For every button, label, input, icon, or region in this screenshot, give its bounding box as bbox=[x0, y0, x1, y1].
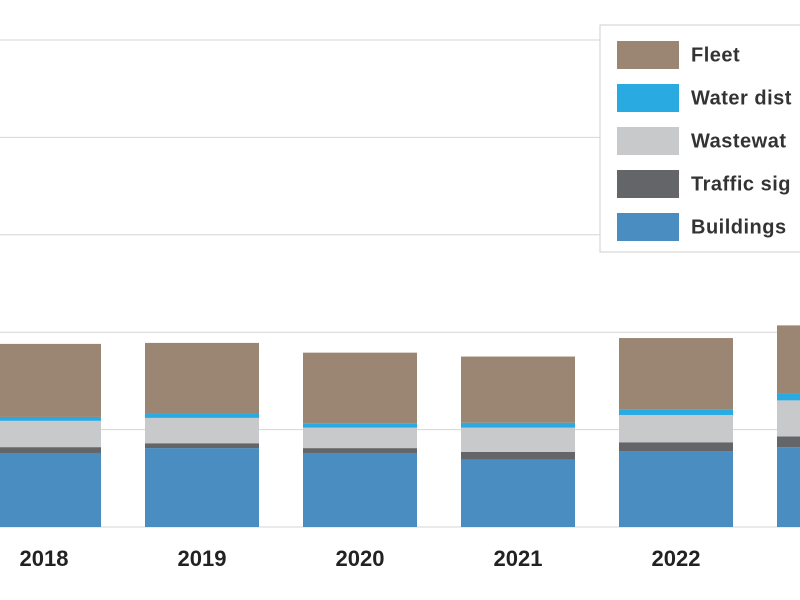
bar-segment bbox=[303, 423, 417, 428]
bar-segment bbox=[145, 342, 259, 414]
legend-swatch bbox=[617, 170, 679, 198]
legend-label: Water dist bbox=[691, 87, 792, 109]
bar-segment bbox=[303, 352, 417, 424]
bar-segment bbox=[777, 393, 800, 401]
bar-segment bbox=[145, 448, 259, 527]
bar-segment bbox=[619, 442, 733, 452]
bar-segment bbox=[461, 452, 575, 460]
bar-segment bbox=[461, 422, 575, 428]
bar-segment bbox=[777, 436, 800, 448]
bar-segment bbox=[461, 356, 575, 423]
bar-segment bbox=[619, 451, 733, 527]
bar-segment bbox=[777, 325, 800, 394]
bar-segment bbox=[145, 443, 259, 449]
bar-segment bbox=[461, 427, 575, 453]
bar-segment bbox=[303, 448, 417, 453]
legend-label: Buildings bbox=[691, 216, 787, 238]
legend: Fleet Water dist Wastewat Traffic sig Buildi… bbox=[599, 24, 800, 253]
legend-label: Traffic sig bbox=[691, 173, 791, 195]
legend-label: Wastewat bbox=[691, 130, 787, 152]
bar-segment bbox=[303, 452, 417, 527]
x-tick-label: 2021 bbox=[494, 546, 543, 571]
bar-segment bbox=[619, 409, 733, 415]
x-tick-label: 2018 bbox=[20, 546, 69, 571]
legend-swatch bbox=[617, 127, 679, 155]
bar-segment bbox=[0, 416, 101, 421]
bar-segment bbox=[777, 400, 800, 437]
bar-segment bbox=[461, 459, 575, 527]
bar-segment bbox=[0, 343, 101, 417]
bar-segment bbox=[777, 447, 800, 527]
x-tick-label: 2022 bbox=[652, 546, 701, 571]
legend-label: Fleet bbox=[691, 44, 740, 66]
legend-swatch bbox=[617, 84, 679, 112]
x-tick-label: 2020 bbox=[336, 546, 385, 571]
bar-segment bbox=[0, 447, 101, 453]
bar-segment bbox=[619, 338, 733, 410]
legend-swatch bbox=[617, 41, 679, 69]
plot-area: 2018 2019 2020 2021 2022 Fleet Water dist Waste… bbox=[0, 24, 800, 571]
bar-segment bbox=[0, 420, 101, 448]
legend-swatch bbox=[617, 213, 679, 241]
bar-segment bbox=[145, 417, 259, 444]
bar-segment bbox=[0, 452, 101, 527]
bar-segment bbox=[303, 427, 417, 449]
x-tick-label: 2019 bbox=[178, 546, 227, 571]
bar-segment bbox=[145, 413, 259, 418]
bar-segment bbox=[619, 414, 733, 443]
